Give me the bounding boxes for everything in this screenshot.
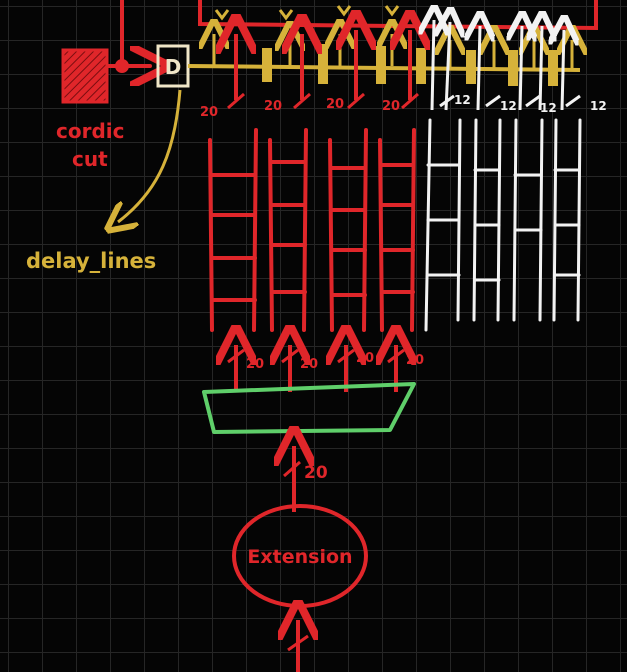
extension-input-slash xyxy=(287,634,309,652)
top-red-box xyxy=(198,0,598,31)
cordic-feed-wires xyxy=(106,0,150,71)
top-box-chevrons xyxy=(214,5,400,21)
red-top-width-4: 20 xyxy=(382,99,400,114)
white-lane-ladders xyxy=(424,118,582,332)
white-width-4: 12 xyxy=(590,99,607,113)
red-bottom-width-2: 20 xyxy=(300,357,318,372)
cordic-cut-icon xyxy=(61,48,109,104)
green-splitter-block xyxy=(202,382,416,434)
delay-pointer-arrow xyxy=(118,89,182,222)
cordic-cut-label-line2: cut xyxy=(72,147,108,171)
delay-lines-label: delay_lines xyxy=(26,249,156,273)
red-bottom-width-3: 20 xyxy=(356,351,374,366)
red-lane-outputs xyxy=(236,30,410,392)
bus-width-slashes xyxy=(227,92,419,478)
white-width-1: 12 xyxy=(454,93,471,107)
delay-d-icon: D xyxy=(156,44,190,88)
red-lane-ladders xyxy=(208,128,416,332)
white-width-3: 12 xyxy=(540,101,557,115)
white-width-2: 12 xyxy=(500,99,517,113)
red-top-width-1: 20 xyxy=(200,105,218,120)
delay-block-label: D xyxy=(165,55,182,79)
red-bottom-width-1: 20 xyxy=(246,357,264,372)
white-width-slashes xyxy=(439,94,581,108)
cordic-cut-label-line1: cordic xyxy=(56,119,125,143)
input-bus-width: 20 xyxy=(304,463,328,483)
red-bottom-width-4: 20 xyxy=(406,353,424,368)
white-lane-outputs xyxy=(432,20,564,111)
red-top-width-2: 20 xyxy=(264,99,282,114)
delay-registers xyxy=(262,44,558,86)
red-top-width-3: 20 xyxy=(326,97,344,112)
extension-label: Extension xyxy=(247,546,352,568)
